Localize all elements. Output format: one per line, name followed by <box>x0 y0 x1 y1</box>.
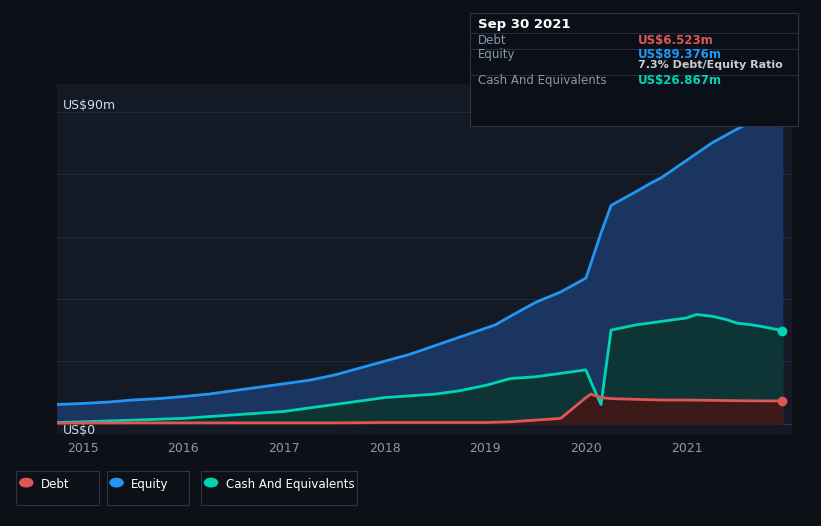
Text: Sep 30 2021: Sep 30 2021 <box>478 18 571 31</box>
Text: Cash And Equivalents: Cash And Equivalents <box>226 478 355 491</box>
Text: 7.3% Debt/Equity Ratio: 7.3% Debt/Equity Ratio <box>638 60 782 70</box>
Text: US$6.523m: US$6.523m <box>638 34 713 47</box>
Text: Equity: Equity <box>478 48 516 61</box>
Text: US$26.867m: US$26.867m <box>638 74 722 87</box>
Text: Debt: Debt <box>41 478 70 491</box>
Text: Equity: Equity <box>131 478 169 491</box>
Text: US$90m: US$90m <box>62 99 116 112</box>
Text: US$89.376m: US$89.376m <box>638 48 722 61</box>
Text: Debt: Debt <box>478 34 507 47</box>
Text: US$0: US$0 <box>62 423 95 437</box>
Text: Cash And Equivalents: Cash And Equivalents <box>478 74 607 87</box>
